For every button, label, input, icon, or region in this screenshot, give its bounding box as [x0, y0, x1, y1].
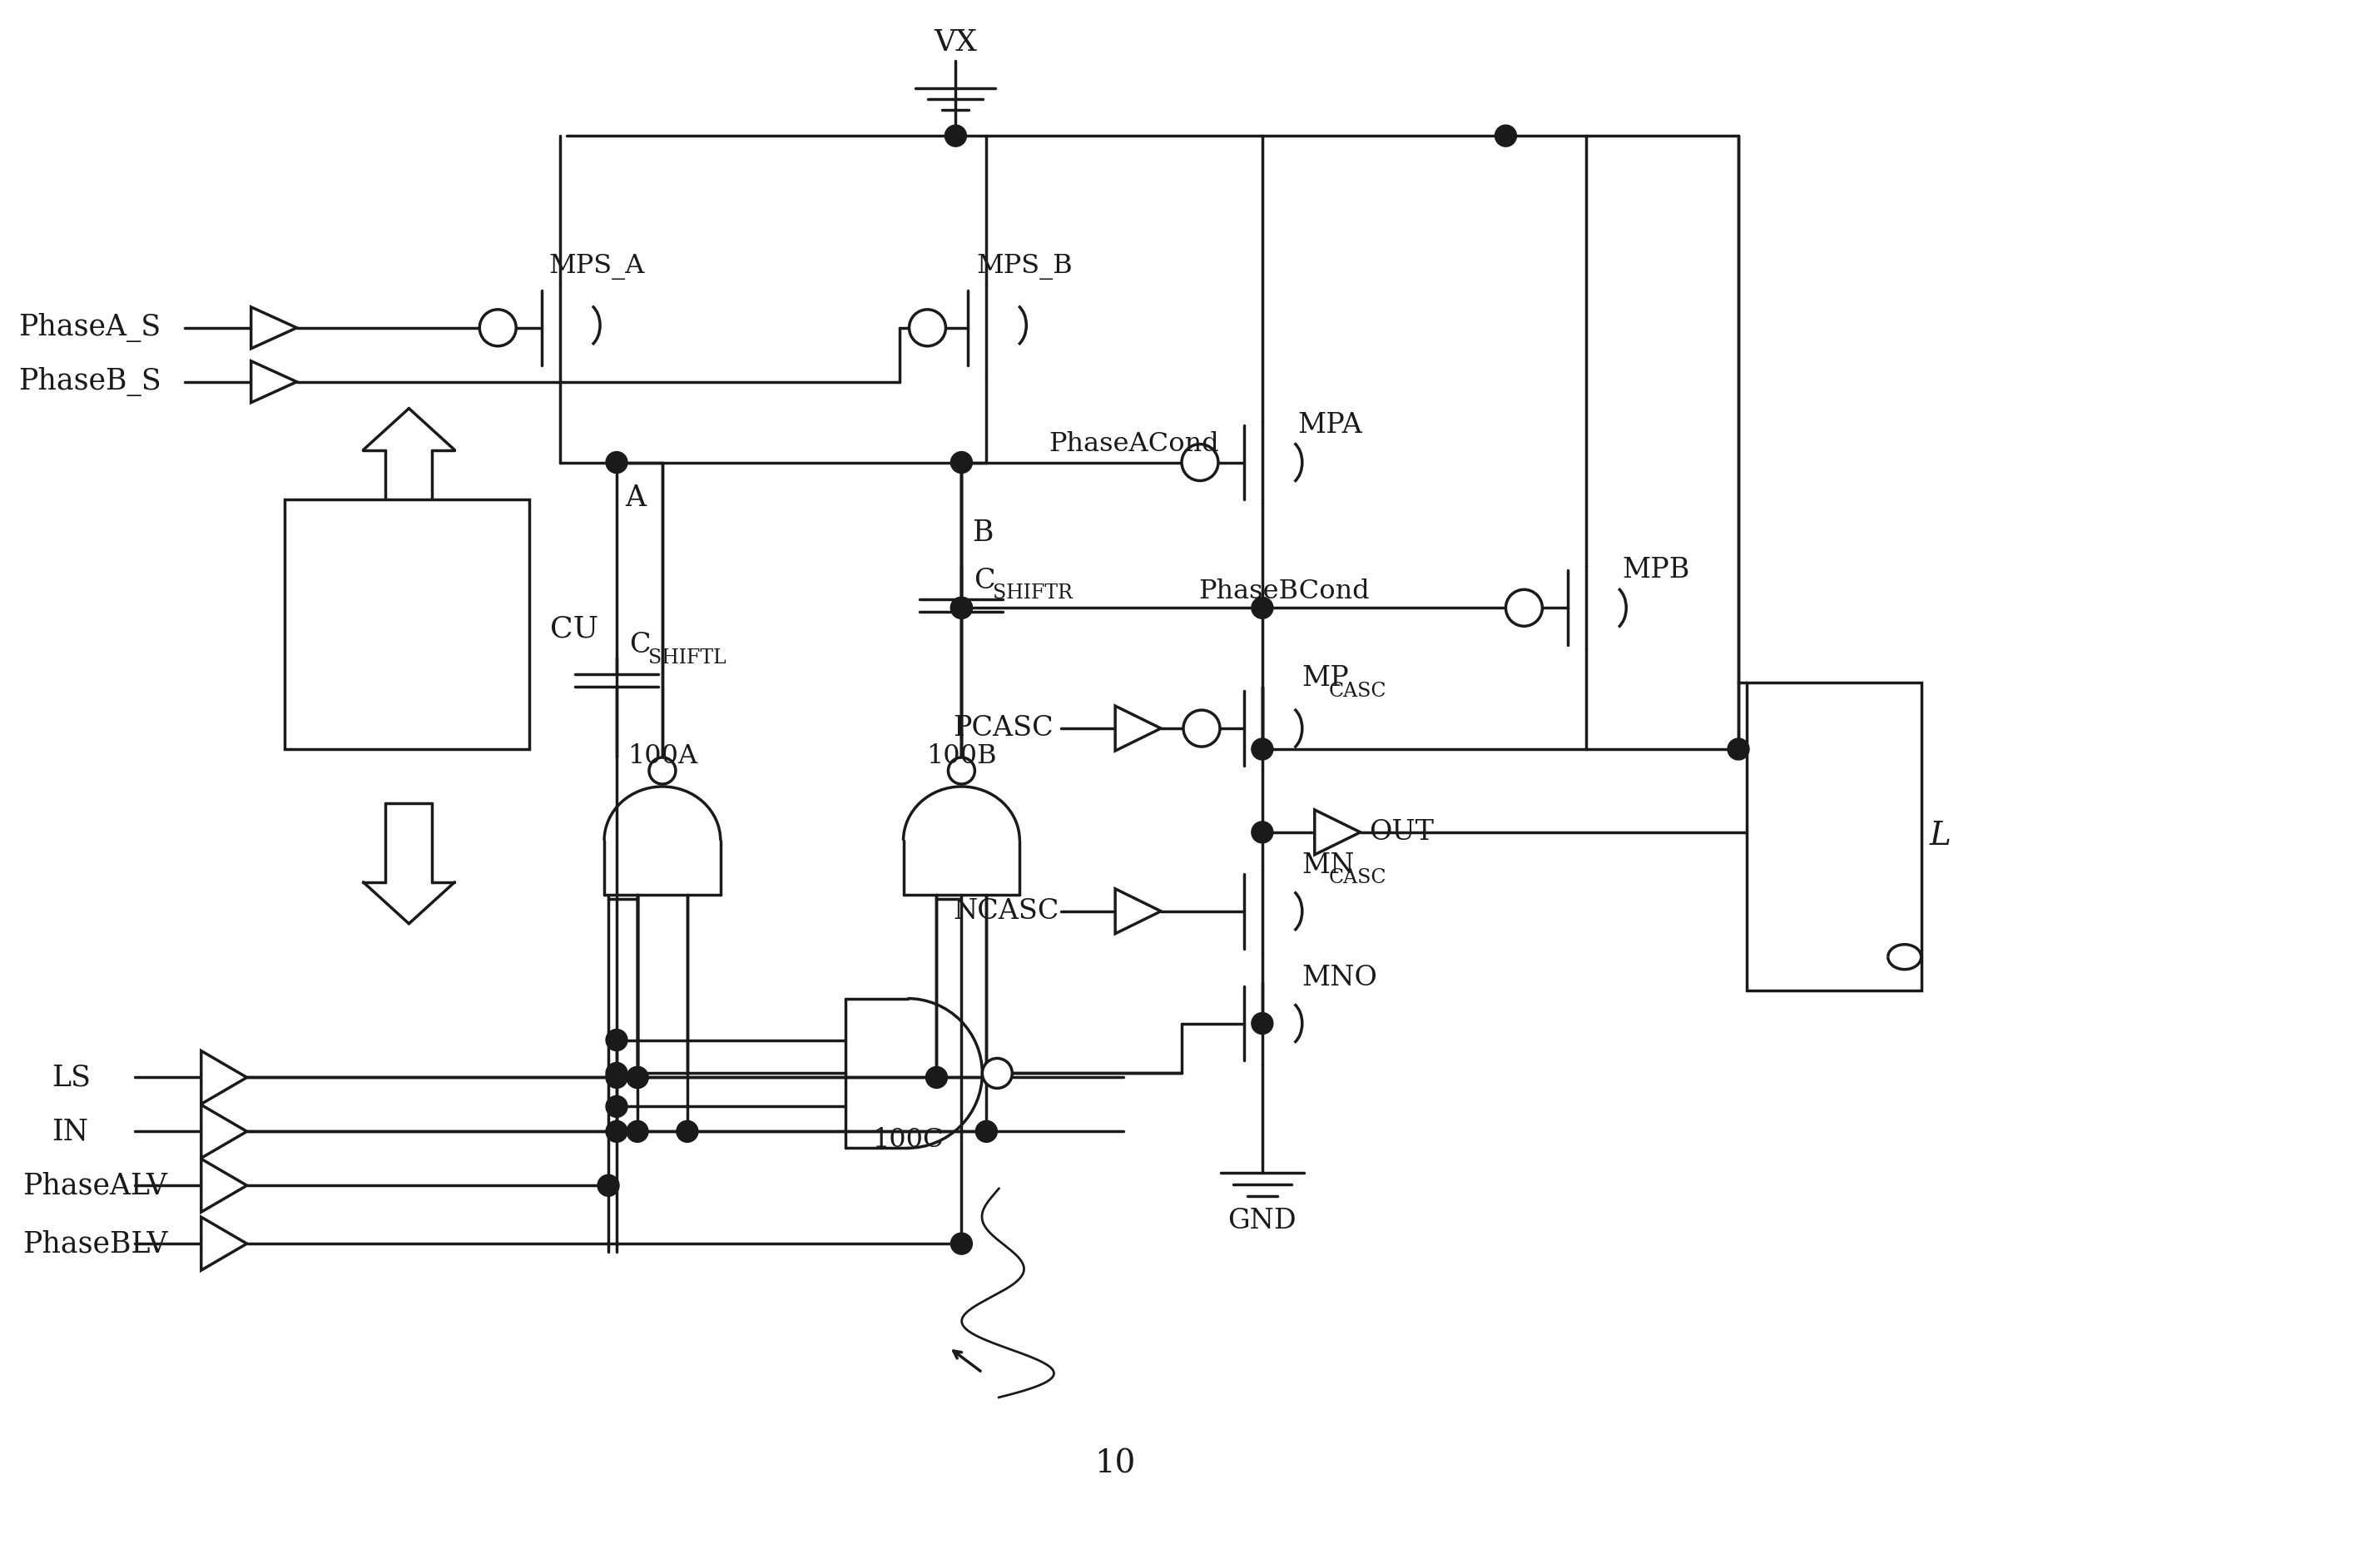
Polygon shape: [202, 1106, 248, 1158]
Text: PhaseBCond: PhaseBCond: [1197, 579, 1368, 604]
Polygon shape: [202, 1160, 248, 1212]
Polygon shape: [250, 361, 298, 403]
Circle shape: [950, 451, 973, 472]
Polygon shape: [202, 1051, 248, 1104]
Circle shape: [945, 125, 966, 147]
Circle shape: [676, 1121, 697, 1143]
Text: MNO: MNO: [1302, 965, 1378, 991]
Polygon shape: [250, 307, 298, 349]
Text: C: C: [973, 568, 995, 594]
Circle shape: [1495, 125, 1516, 147]
Text: SHIFTR: SHIFTR: [992, 584, 1073, 602]
Circle shape: [983, 1058, 1011, 1089]
Bar: [1747, 682, 1921, 990]
Text: IN: IN: [52, 1118, 88, 1146]
Circle shape: [597, 1175, 619, 1197]
Text: CU: CU: [550, 615, 597, 642]
Circle shape: [950, 598, 973, 619]
Polygon shape: [202, 1217, 248, 1271]
Text: MPA: MPA: [1297, 412, 1364, 438]
Text: PhaseALV: PhaseALV: [21, 1172, 167, 1200]
Circle shape: [1252, 821, 1273, 843]
Text: SHIFTL: SHIFTL: [647, 648, 726, 667]
Text: 10: 10: [1095, 1448, 1135, 1479]
Text: 100B: 100B: [926, 743, 997, 769]
Circle shape: [607, 1121, 628, 1143]
Circle shape: [1728, 738, 1749, 760]
Circle shape: [650, 758, 676, 784]
Circle shape: [626, 1121, 647, 1143]
Circle shape: [909, 309, 945, 346]
Text: A: A: [626, 483, 645, 513]
Text: LS: LS: [52, 1064, 90, 1092]
Polygon shape: [1116, 889, 1161, 934]
Text: B: B: [973, 519, 992, 547]
Circle shape: [950, 1232, 973, 1254]
Circle shape: [1183, 710, 1221, 747]
Circle shape: [478, 309, 516, 346]
Text: NCASC: NCASC: [952, 899, 1059, 925]
Circle shape: [607, 451, 628, 472]
Bar: [283, 500, 528, 749]
Text: PhaseBLV: PhaseBLV: [21, 1229, 167, 1258]
Text: C: C: [628, 631, 650, 659]
Text: MP: MP: [1302, 665, 1349, 692]
Circle shape: [1183, 445, 1219, 480]
Text: CASC: CASC: [1328, 681, 1388, 701]
Circle shape: [1252, 738, 1273, 760]
Text: PCASC: PCASC: [952, 715, 1054, 741]
Text: CASC: CASC: [1328, 868, 1388, 888]
Circle shape: [1252, 1013, 1273, 1034]
Circle shape: [976, 1121, 997, 1143]
Circle shape: [950, 598, 973, 619]
Text: PhaseB_S: PhaseB_S: [19, 367, 162, 397]
Polygon shape: [1314, 809, 1361, 855]
Circle shape: [607, 1096, 628, 1118]
Circle shape: [607, 1062, 628, 1084]
Text: MN: MN: [1302, 852, 1354, 879]
Circle shape: [926, 1067, 947, 1089]
Circle shape: [607, 1067, 628, 1089]
Circle shape: [607, 1030, 628, 1051]
Circle shape: [626, 1067, 647, 1089]
Text: L: L: [1930, 821, 1952, 852]
Text: OUT: OUT: [1368, 818, 1433, 846]
Circle shape: [1252, 598, 1273, 619]
Circle shape: [947, 758, 976, 784]
Circle shape: [626, 1067, 647, 1089]
Text: VX: VX: [933, 28, 978, 57]
Circle shape: [1507, 590, 1542, 627]
Text: 100A: 100A: [628, 743, 697, 769]
Text: MPB: MPB: [1623, 557, 1690, 584]
Text: PhaseA_S: PhaseA_S: [19, 313, 162, 343]
Text: MPS_B: MPS_B: [976, 255, 1073, 279]
Text: GND: GND: [1228, 1207, 1297, 1235]
Text: 100C: 100C: [871, 1127, 942, 1153]
Polygon shape: [1116, 706, 1161, 750]
Text: PhaseACond: PhaseACond: [1050, 431, 1219, 457]
Text: MPS_A: MPS_A: [547, 255, 645, 279]
